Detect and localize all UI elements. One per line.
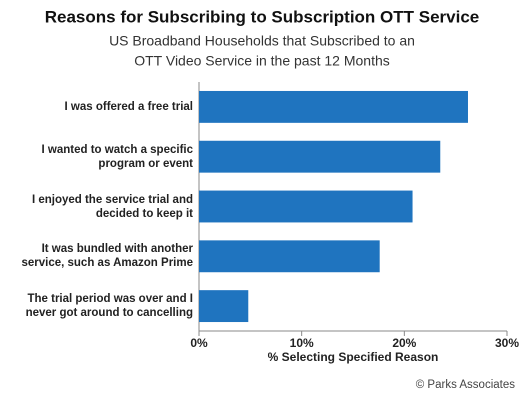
x-tick-label: 0% (190, 336, 208, 350)
x-axis-label: % Selecting Specified Reason (268, 350, 439, 364)
category-label: I wanted to watch a specific program or … (41, 143, 193, 170)
subtitle: US Broadband Households that Subscribed … (109, 33, 415, 49)
x-tick-label: 30% (495, 336, 519, 350)
bar (199, 240, 380, 273)
category-label: The trial period was over and I never go… (25, 293, 193, 320)
bar (199, 190, 413, 223)
bar (199, 90, 468, 123)
source: © Parks Associates (416, 379, 515, 391)
category-label: I was offered a free trial (64, 100, 193, 113)
bar (199, 290, 249, 323)
subtitle: OTT Video Service in the past 12 Months (134, 53, 390, 69)
chart-title: Reasons for Subscribing to Subscription … (45, 7, 480, 26)
x-tick-label: 20% (392, 336, 416, 350)
category-label: I enjoyed the service trial and decided … (31, 193, 193, 220)
category-label: It was bundled with another service, suc… (21, 243, 193, 270)
bar (199, 140, 441, 173)
x-tick-label: 10% (290, 336, 314, 350)
